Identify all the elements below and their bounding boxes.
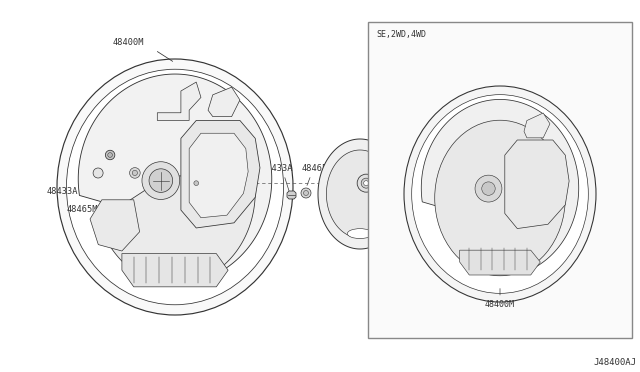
Circle shape (108, 153, 113, 157)
Polygon shape (421, 99, 579, 267)
Circle shape (369, 177, 397, 205)
Polygon shape (99, 150, 255, 284)
Circle shape (364, 181, 369, 186)
Circle shape (129, 168, 140, 178)
Circle shape (475, 175, 502, 202)
Circle shape (303, 190, 308, 196)
Circle shape (142, 162, 180, 199)
Ellipse shape (348, 229, 372, 238)
Polygon shape (78, 74, 272, 273)
Ellipse shape (404, 86, 596, 302)
Ellipse shape (67, 69, 284, 305)
Text: 48433A: 48433A (46, 187, 77, 196)
Ellipse shape (57, 59, 293, 315)
Text: SE,2WD,4WD: SE,2WD,4WD (376, 30, 426, 39)
Circle shape (482, 182, 495, 195)
Polygon shape (90, 200, 140, 251)
Polygon shape (189, 133, 248, 218)
Circle shape (301, 188, 311, 198)
Polygon shape (326, 150, 394, 238)
Text: 48465M: 48465M (302, 164, 333, 173)
Circle shape (106, 150, 115, 160)
Text: 48465B: 48465B (350, 213, 381, 222)
Circle shape (361, 178, 371, 188)
Polygon shape (505, 140, 569, 228)
Circle shape (132, 170, 138, 176)
Text: 98510M: 98510M (377, 123, 408, 132)
Polygon shape (460, 250, 540, 275)
Polygon shape (208, 87, 240, 116)
Polygon shape (122, 254, 228, 287)
Circle shape (149, 169, 173, 192)
Circle shape (373, 181, 393, 201)
Ellipse shape (412, 94, 588, 294)
Text: 48433A: 48433A (262, 164, 294, 173)
Circle shape (191, 179, 201, 188)
Polygon shape (287, 191, 296, 199)
Polygon shape (157, 82, 201, 121)
Circle shape (194, 181, 198, 186)
Circle shape (357, 174, 375, 192)
Circle shape (93, 168, 103, 178)
Polygon shape (181, 121, 260, 228)
Text: J48400AJ: J48400AJ (593, 358, 636, 367)
Polygon shape (524, 113, 550, 138)
Polygon shape (318, 139, 404, 249)
Ellipse shape (435, 120, 565, 276)
Text: 48465M: 48465M (66, 205, 97, 214)
Bar (368, 22, 632, 338)
Text: 48400M: 48400M (485, 300, 515, 309)
Text: 48400M: 48400M (113, 38, 145, 48)
